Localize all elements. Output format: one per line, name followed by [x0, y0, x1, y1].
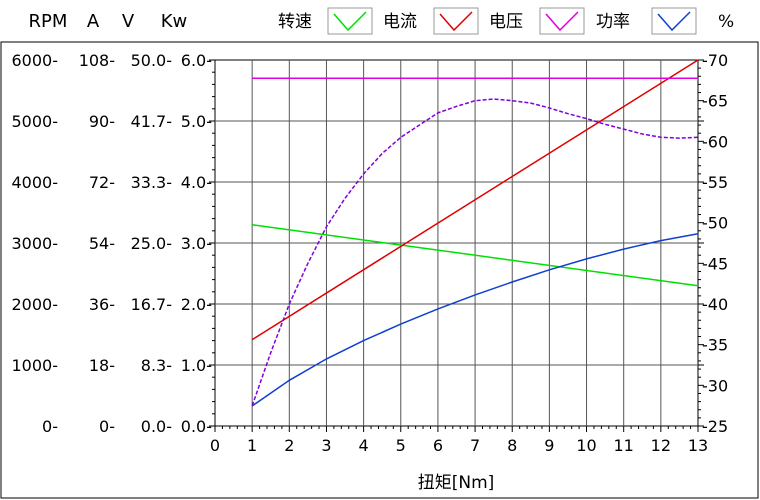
legend-label: 功率 — [596, 12, 630, 32]
axes: 6000-5000-4000-3000-2000-1000-0-108-90-7… — [12, 51, 729, 455]
left-tick-label-a: 72- — [89, 173, 115, 192]
x-tick-label: 11 — [614, 436, 634, 455]
legend-swatch — [433, 7, 479, 35]
x-tick-label: 9 — [544, 436, 554, 455]
left-tick-label-kw: 3.0- — [181, 234, 212, 253]
x-tick-label: 10 — [576, 436, 596, 455]
legend-swatch — [651, 7, 697, 35]
left-tick-label-a: 0- — [99, 417, 115, 436]
legend-swatch — [327, 7, 373, 35]
unit-label-a: A — [87, 11, 100, 32]
left-tick-label-kw: 5.0- — [181, 112, 212, 131]
right-tick-label: -50 — [702, 214, 728, 233]
legend: 转速 电流 电压 功率% — [278, 7, 734, 35]
legend-swatch-line — [333, 11, 367, 32]
x-tick-label: 2 — [284, 436, 294, 455]
legend-item: 电流 — [383, 12, 417, 32]
legend-swatch — [539, 7, 585, 35]
right-tick-label: -55 — [702, 173, 728, 192]
right-tick-label: -45 — [702, 254, 728, 273]
left-tick-label-v: 0.0- — [141, 417, 172, 436]
series-line-percent — [251, 98, 699, 406]
legend-label-percent: % — [718, 12, 734, 32]
series-line-a — [251, 59, 699, 341]
legend-item: 功率 — [596, 12, 630, 32]
left-tick-label-rpm: 5000- — [12, 112, 59, 131]
x-tick-label: 1 — [247, 436, 257, 455]
legend-item: 转速 — [278, 12, 312, 32]
legend-swatch-box — [327, 7, 373, 35]
left-tick-label-kw: 4.0- — [181, 173, 212, 192]
legend-label: 电压 — [489, 12, 523, 32]
unit-label-rpm: RPM — [29, 11, 68, 32]
left-tick-label-a: 54- — [89, 234, 115, 253]
left-tick-label-kw: 2.0- — [181, 295, 212, 314]
right-tick-label: -30 — [702, 376, 728, 395]
left-tick-label-kw: 0.0- — [181, 417, 212, 436]
left-tick-label-v: 41.7- — [131, 112, 172, 131]
left-tick-label-kw: 1.0- — [181, 356, 212, 375]
legend-swatch-line — [439, 11, 473, 32]
unit-labels: RPM A V Kw — [29, 11, 188, 32]
x-tick-label: 3 — [321, 436, 331, 455]
right-tick-label: -35 — [702, 336, 728, 355]
left-tick-label-rpm: 2000- — [12, 295, 59, 314]
right-tick-label: -40 — [702, 295, 728, 314]
left-tick-label-rpm: 6000- — [12, 51, 59, 70]
series-line-rpm — [252, 223, 699, 287]
left-tick-label-rpm: 0- — [42, 417, 58, 436]
x-tick-label: 13 — [688, 436, 708, 455]
left-tick-label-v: 33.3- — [131, 173, 172, 192]
series-group — [251, 59, 699, 407]
x-tick-label: 12 — [651, 436, 671, 455]
right-tick-label: -25 — [702, 417, 728, 436]
legend-label: 转速 — [278, 12, 312, 32]
outer-frame — [0, 41, 759, 499]
left-tick-label-rpm: 4000- — [12, 173, 59, 192]
left-tick-label-a: 36- — [89, 295, 115, 314]
right-tick-label: -65 — [702, 92, 728, 111]
x-tick-label: 6 — [433, 436, 443, 455]
right-tick-label: -70 — [702, 51, 728, 70]
left-tick-label-a: 90- — [89, 112, 115, 131]
x-tick-label: 8 — [507, 436, 517, 455]
left-tick-label-rpm: 3000- — [12, 234, 59, 253]
left-tick-label-a: 18- — [89, 356, 115, 375]
legend-swatch-line — [657, 11, 691, 32]
left-tick-label-v: 8.3- — [141, 356, 172, 375]
legend-label: 电流 — [383, 12, 417, 32]
x-axis-label: 扭矩[Nm] — [418, 473, 495, 493]
left-tick-label-a: 108- — [79, 51, 115, 70]
left-tick-label-v: 50.0- — [131, 51, 172, 70]
x-tick-label: 4 — [359, 436, 369, 455]
legend-swatch-line — [545, 11, 579, 32]
x-tick-label: 7 — [470, 436, 480, 455]
left-tick-label-kw: 6.0- — [181, 51, 212, 70]
series-line-kw — [251, 233, 699, 407]
left-tick-label-v: 25.0- — [131, 234, 172, 253]
unit-label-kw: Kw — [161, 11, 188, 32]
legend-item: 电压 — [489, 12, 523, 32]
x-tick-label: 5 — [396, 436, 406, 455]
grid — [215, 60, 698, 426]
unit-label-v: V — [122, 11, 135, 32]
x-tick-label: 0 — [210, 436, 220, 455]
left-tick-label-v: 16.7- — [131, 295, 172, 314]
right-tick-label: -60 — [702, 132, 728, 151]
left-tick-label-rpm: 1000- — [12, 356, 59, 375]
